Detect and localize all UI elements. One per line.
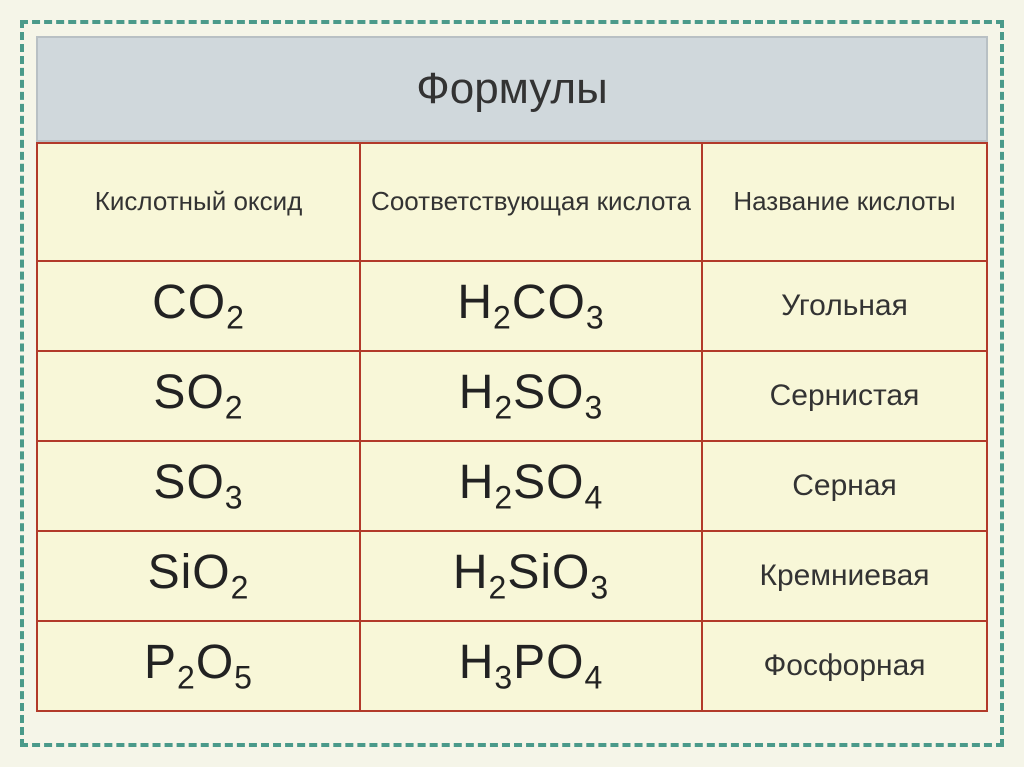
acid-cell: H2SO3: [360, 351, 702, 441]
acid-cell: H2SiO3: [360, 531, 702, 621]
table-row: SiO2 H2SiO3 Кремниевая: [37, 531, 987, 621]
acid-name: Кремниевая: [759, 559, 929, 592]
acid-formula: H2SO4: [459, 456, 604, 509]
oxide-formula: CO2: [152, 276, 245, 329]
oxide-cell: CO2: [37, 261, 360, 351]
acid-name: Сернистая: [770, 379, 920, 412]
name-cell: Угольная: [702, 261, 987, 351]
dashed-frame: Формулы Кислотный оксид Соответствующая …: [20, 20, 1004, 747]
header-acid: Соответствующая кислота: [360, 143, 702, 261]
acid-name: Серная: [792, 469, 897, 502]
header-name: Название кислоты: [702, 143, 987, 261]
name-cell: Сернистая: [702, 351, 987, 441]
page-title: Формулы: [416, 64, 607, 114]
oxide-formula: SiO2: [148, 546, 250, 599]
acid-formula: H3PO4: [459, 636, 604, 689]
acid-cell: H2SO4: [360, 441, 702, 531]
acid-cell: H2CO3: [360, 261, 702, 351]
oxide-formula: P2O5: [144, 636, 253, 689]
oxide-formula: SO2: [153, 366, 243, 419]
name-cell: Кремниевая: [702, 531, 987, 621]
name-cell: Фосфорная: [702, 621, 987, 711]
title-bar: Формулы: [36, 36, 988, 142]
name-cell: Серная: [702, 441, 987, 531]
acid-formula: H2CO3: [457, 276, 604, 329]
oxide-cell: SO3: [37, 441, 360, 531]
formulas-table: Кислотный оксид Соответствующая кислота …: [36, 142, 988, 712]
acid-name: Фосфорная: [763, 649, 925, 682]
table-row: CO2 H2CO3 Угольная: [37, 261, 987, 351]
acid-formula: H2SO3: [459, 366, 604, 419]
table-header-row: Кислотный оксид Соответствующая кислота …: [37, 143, 987, 261]
acid-name: Угольная: [781, 289, 908, 322]
oxide-cell: SiO2: [37, 531, 360, 621]
header-oxide: Кислотный оксид: [37, 143, 360, 261]
table-row: SO3 H2SO4 Серная: [37, 441, 987, 531]
table-row: SO2 H2SO3 Сернистая: [37, 351, 987, 441]
acid-formula: H2SiO3: [453, 546, 609, 599]
acid-cell: H3PO4: [360, 621, 702, 711]
oxide-formula: SO3: [153, 456, 243, 509]
table-row: P2O5 H3PO4 Фосфорная: [37, 621, 987, 711]
oxide-cell: P2O5: [37, 621, 360, 711]
oxide-cell: SO2: [37, 351, 360, 441]
